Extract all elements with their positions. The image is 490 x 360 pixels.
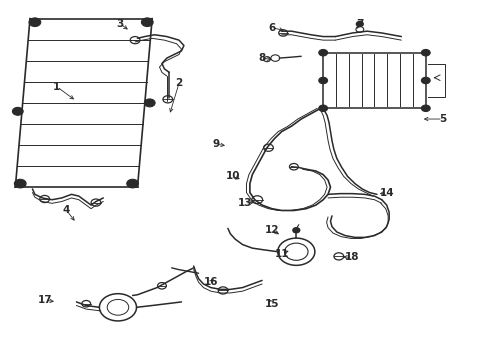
Text: 13: 13 (238, 198, 252, 208)
Text: 1: 1 (53, 82, 60, 92)
Text: 17: 17 (37, 295, 52, 305)
Text: 14: 14 (379, 188, 394, 198)
Text: 7: 7 (356, 19, 364, 29)
Circle shape (293, 228, 300, 233)
Text: 2: 2 (175, 78, 183, 88)
Text: 15: 15 (265, 299, 279, 309)
Text: 10: 10 (225, 171, 240, 181)
Bar (323, 53, 426, 108)
Circle shape (145, 99, 155, 107)
Text: 4: 4 (63, 206, 71, 216)
Circle shape (421, 77, 430, 84)
Text: 6: 6 (268, 23, 275, 33)
Text: 12: 12 (265, 225, 279, 235)
Circle shape (421, 49, 430, 56)
Circle shape (319, 49, 328, 56)
Text: 16: 16 (203, 277, 218, 287)
Circle shape (14, 179, 26, 188)
Circle shape (12, 107, 23, 115)
Text: 11: 11 (274, 248, 289, 258)
Text: 5: 5 (439, 114, 446, 124)
Circle shape (127, 179, 139, 188)
Text: 3: 3 (117, 19, 124, 29)
Circle shape (356, 22, 363, 27)
Circle shape (319, 105, 328, 112)
Circle shape (29, 18, 41, 27)
Circle shape (319, 77, 328, 84)
Text: 9: 9 (212, 139, 219, 149)
Circle shape (421, 105, 430, 112)
Text: 8: 8 (259, 53, 266, 63)
Text: 18: 18 (345, 252, 360, 262)
Circle shape (142, 18, 153, 27)
